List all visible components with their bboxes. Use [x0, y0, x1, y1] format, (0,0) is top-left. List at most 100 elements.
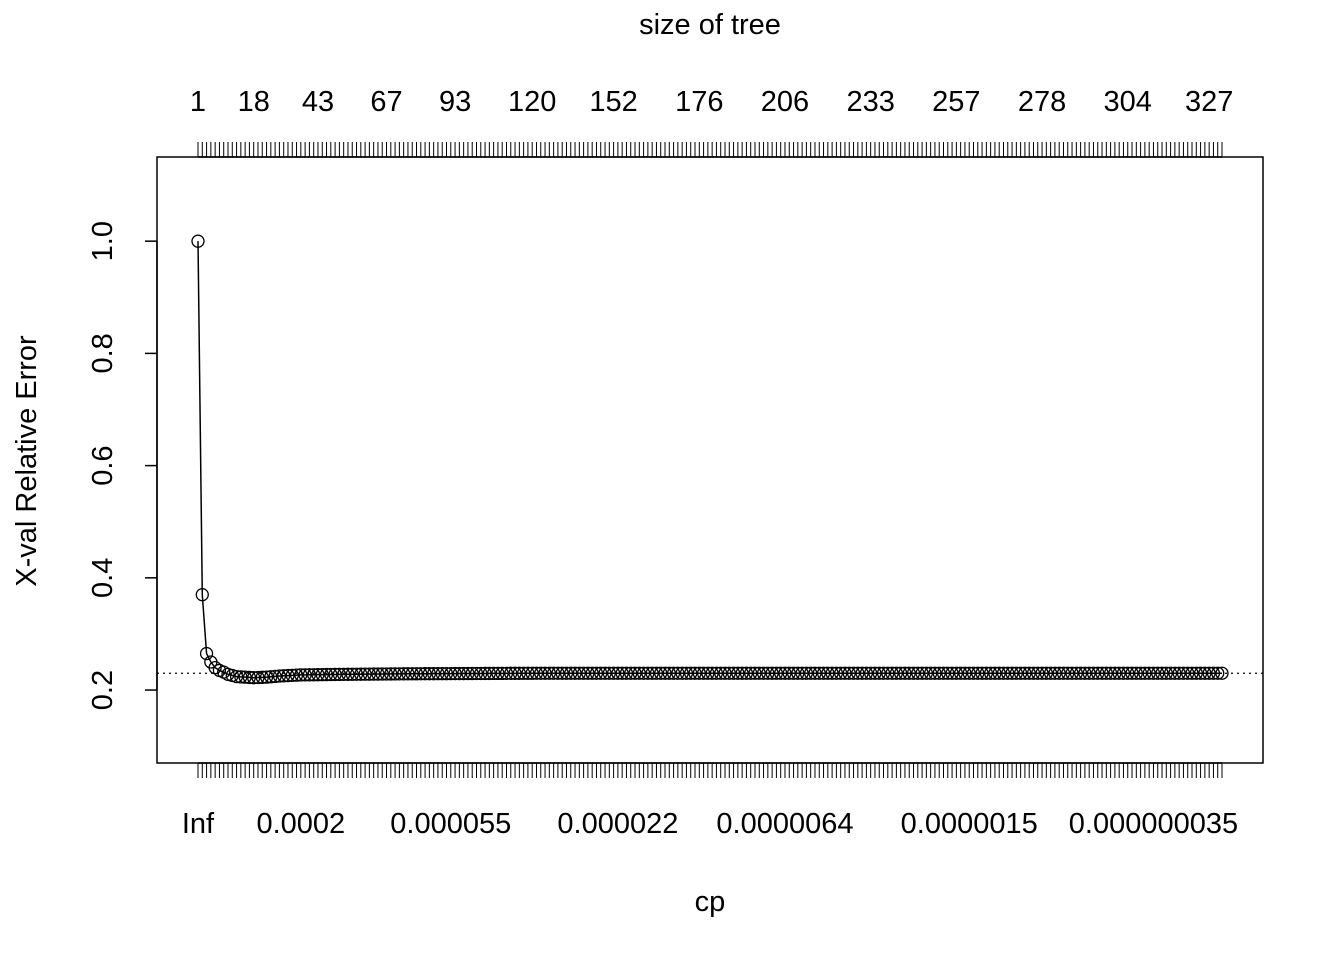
data-point [409, 667, 424, 681]
data-point [191, 234, 205, 248]
data-point [525, 666, 539, 680]
data-point [1099, 666, 1113, 680]
data-point [769, 666, 784, 680]
data-point [636, 666, 651, 680]
data-point [1039, 666, 1053, 680]
data-point [979, 666, 994, 680]
data-point [842, 666, 856, 680]
data-point [354, 667, 368, 681]
data-point [371, 667, 385, 681]
data-point [1163, 666, 1178, 680]
data-point [199, 646, 214, 661]
data-point [1022, 666, 1036, 680]
data-point [285, 668, 299, 683]
data-point [714, 666, 728, 680]
data-point [641, 666, 655, 680]
data-point [491, 666, 505, 681]
data-point [431, 667, 445, 681]
data-point [1202, 666, 1216, 680]
y-tick-label: 0.2 [87, 670, 119, 710]
series-line [197, 241, 1222, 679]
data-point [1108, 666, 1122, 680]
top-tick-label: 206 [761, 86, 809, 118]
data-point [319, 667, 334, 682]
data-point [1112, 666, 1126, 680]
data-point [486, 666, 501, 681]
data-point [1125, 666, 1139, 680]
data-point [555, 666, 569, 680]
data-point [829, 666, 844, 680]
data-point [294, 668, 308, 682]
data-point [645, 666, 659, 680]
data-point [928, 666, 942, 680]
data-point [1095, 666, 1109, 680]
data-point [902, 666, 916, 680]
data-point [208, 660, 222, 675]
data-point [705, 666, 719, 680]
data-point [546, 666, 561, 680]
data-point [315, 667, 329, 682]
data-point [478, 666, 492, 681]
data-point [632, 666, 646, 680]
data-point [671, 666, 685, 680]
data-point [332, 667, 347, 682]
data-point [675, 666, 689, 680]
data-point [1018, 666, 1032, 680]
data-point [1193, 666, 1208, 680]
data-point [765, 666, 779, 680]
data-point [1129, 666, 1143, 680]
data-point [358, 667, 372, 681]
data-point [1031, 666, 1045, 680]
series-points [191, 234, 1229, 685]
data-point [782, 666, 796, 680]
data-point [1142, 666, 1156, 680]
x-axis-title: cp [695, 886, 726, 918]
data-point [658, 666, 672, 680]
data-point [804, 666, 818, 680]
data-point [894, 666, 908, 680]
data-point [868, 666, 882, 680]
data-point [247, 671, 261, 685]
data-point [611, 666, 625, 680]
data-point [881, 666, 895, 680]
data-point [971, 666, 985, 680]
data-point [337, 667, 351, 681]
data-point [722, 666, 736, 680]
top-tick-label: 152 [589, 86, 637, 118]
bottom-tick-label: 0.0002 [256, 808, 345, 840]
data-point [422, 667, 437, 681]
data-point [859, 666, 874, 680]
data-point [435, 666, 449, 681]
data-point [795, 666, 809, 680]
data-point [474, 666, 488, 681]
data-point [1172, 666, 1186, 680]
top-tick-label: 18 [238, 86, 270, 118]
data-point [696, 666, 711, 680]
y-tick-label: 0.6 [87, 445, 119, 485]
data-point [1138, 666, 1152, 680]
top-tick-label: 43 [302, 86, 334, 118]
data-point [465, 666, 479, 681]
data-point [718, 666, 732, 680]
data-point [726, 666, 741, 680]
y-tick-label: 0.8 [87, 333, 119, 373]
data-point [885, 666, 899, 680]
data-point [692, 666, 706, 680]
data-point [1121, 666, 1135, 680]
data-point [367, 667, 381, 681]
data-point [384, 667, 398, 681]
data-point [988, 666, 1002, 680]
data-point [255, 670, 269, 684]
data-point [679, 666, 694, 680]
data-point [1215, 666, 1229, 680]
data-point [534, 666, 548, 680]
data-point [756, 666, 771, 680]
top-tick-label: 93 [439, 86, 471, 118]
data-point [564, 666, 578, 680]
data-point [1206, 666, 1221, 680]
data-point [349, 667, 364, 681]
data-point [1065, 666, 1079, 680]
data-point [799, 666, 814, 680]
data-point [589, 666, 604, 680]
data-point [945, 666, 959, 680]
